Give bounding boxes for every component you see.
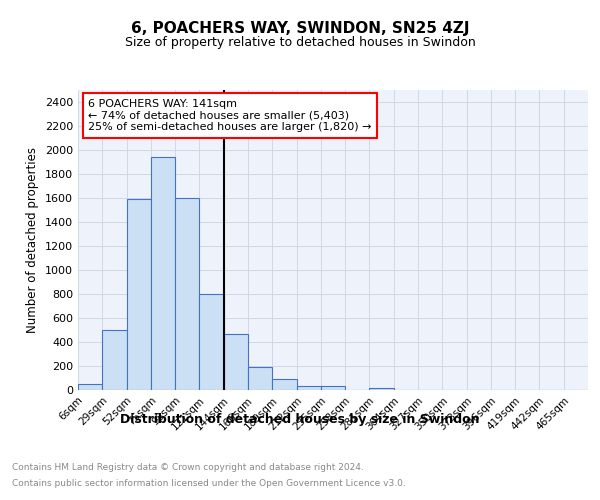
Bar <box>78 384 102 390</box>
Bar <box>127 199 151 390</box>
Bar <box>296 386 321 390</box>
Text: 6 POACHERS WAY: 141sqm
← 74% of detached houses are smaller (5,403)
25% of semi-: 6 POACHERS WAY: 141sqm ← 74% of detached… <box>88 99 372 132</box>
Bar <box>248 367 272 390</box>
Y-axis label: Number of detached properties: Number of detached properties <box>26 147 40 333</box>
Bar <box>321 386 345 390</box>
Text: Contains HM Land Registry data © Crown copyright and database right 2024.: Contains HM Land Registry data © Crown c… <box>12 462 364 471</box>
Bar <box>175 198 199 390</box>
Bar <box>102 330 127 390</box>
Text: Contains public sector information licensed under the Open Government Licence v3: Contains public sector information licen… <box>12 479 406 488</box>
Bar <box>151 157 175 390</box>
Text: Distribution of detached houses by size in Swindon: Distribution of detached houses by size … <box>120 412 480 426</box>
Text: 6, POACHERS WAY, SWINDON, SN25 4ZJ: 6, POACHERS WAY, SWINDON, SN25 4ZJ <box>131 21 469 36</box>
Text: Size of property relative to detached houses in Swindon: Size of property relative to detached ho… <box>125 36 475 49</box>
Bar <box>370 388 394 390</box>
Bar <box>224 334 248 390</box>
Bar <box>199 294 224 390</box>
Bar <box>272 378 296 390</box>
